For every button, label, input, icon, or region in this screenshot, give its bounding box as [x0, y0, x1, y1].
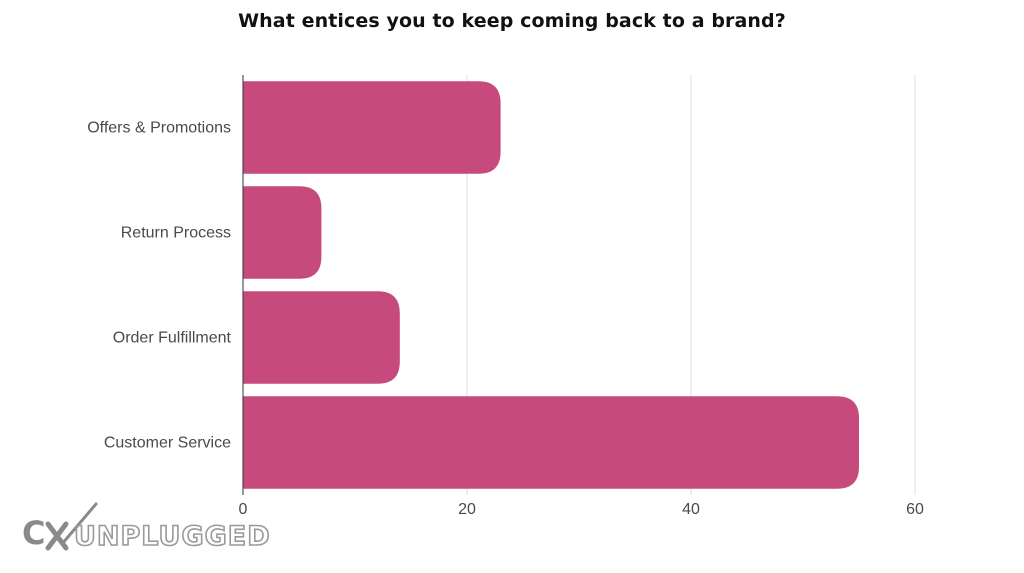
category-label: Customer Service [104, 435, 231, 452]
logo-wordmark: UNPLUGGED [74, 521, 271, 552]
category-labels: Offers & Promotions Return Process Order F… [87, 120, 231, 452]
logo-cx-mark: C [22, 514, 45, 552]
category-label: Order Fulfillment [113, 330, 232, 347]
cx-unplugged-logo: C UNPLUGGED [22, 502, 271, 553]
x-tick-label: 20 [458, 501, 476, 518]
logo-slash-icon [60, 502, 98, 546]
bar-customer-service [243, 396, 859, 489]
x-tick-label: 60 [906, 501, 924, 518]
bar-order-fulfillment [243, 291, 400, 384]
tick-labels: 0 20 40 60 [239, 501, 924, 518]
category-label: Offers & Promotions [87, 120, 231, 137]
bar-return-process [243, 186, 322, 279]
x-tick-label: 40 [682, 501, 700, 518]
x-tick-label: 0 [239, 501, 248, 518]
chart-title: What entices you to keep coming back to … [238, 10, 786, 32]
category-label: Return Process [121, 225, 231, 242]
bar-offers-promotions [243, 81, 501, 174]
bars [243, 81, 859, 489]
